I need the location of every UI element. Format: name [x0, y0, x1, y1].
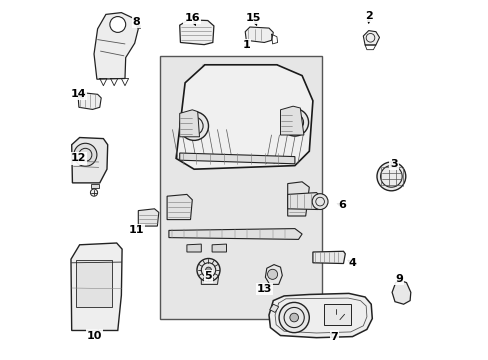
Circle shape: [74, 143, 97, 166]
Polygon shape: [265, 265, 282, 284]
Circle shape: [376, 162, 405, 191]
Polygon shape: [94, 13, 138, 79]
Polygon shape: [391, 281, 410, 304]
Circle shape: [190, 122, 197, 130]
Circle shape: [90, 189, 98, 196]
Text: 14: 14: [70, 89, 86, 99]
Polygon shape: [268, 293, 371, 338]
Text: 2: 2: [364, 11, 372, 21]
Circle shape: [279, 302, 309, 333]
Polygon shape: [71, 243, 122, 330]
Polygon shape: [287, 182, 309, 216]
Text: 1: 1: [242, 40, 250, 50]
Polygon shape: [138, 209, 159, 226]
Text: 16: 16: [184, 13, 200, 23]
Polygon shape: [168, 229, 302, 239]
Circle shape: [110, 17, 125, 32]
Polygon shape: [179, 153, 294, 164]
Polygon shape: [201, 268, 219, 284]
Polygon shape: [212, 244, 226, 252]
Text: 9: 9: [395, 274, 403, 284]
Polygon shape: [186, 244, 201, 252]
Text: 7: 7: [330, 332, 338, 342]
Polygon shape: [280, 106, 303, 135]
Text: 10: 10: [86, 330, 102, 341]
Bar: [76, 260, 112, 307]
Polygon shape: [244, 27, 273, 42]
Text: 13: 13: [256, 284, 271, 294]
Polygon shape: [179, 110, 199, 137]
Polygon shape: [269, 304, 278, 312]
Polygon shape: [312, 251, 345, 264]
Polygon shape: [176, 65, 312, 169]
Polygon shape: [72, 138, 107, 183]
Polygon shape: [167, 194, 192, 220]
Polygon shape: [179, 20, 213, 45]
Bar: [160, 56, 321, 319]
Text: 15: 15: [245, 13, 261, 23]
Circle shape: [311, 194, 327, 210]
Polygon shape: [287, 193, 320, 210]
Bar: [323, 304, 350, 325]
Circle shape: [281, 109, 308, 136]
Text: 4: 4: [348, 258, 356, 268]
Circle shape: [291, 119, 298, 126]
Circle shape: [205, 267, 211, 273]
Polygon shape: [91, 184, 99, 188]
Text: 6: 6: [337, 200, 345, 210]
Polygon shape: [363, 31, 379, 45]
Polygon shape: [78, 93, 101, 109]
Circle shape: [179, 112, 208, 140]
Text: 5: 5: [204, 271, 212, 282]
Circle shape: [267, 269, 277, 279]
Circle shape: [289, 313, 298, 322]
Text: 3: 3: [389, 159, 397, 169]
Text: 8: 8: [132, 17, 140, 27]
Circle shape: [197, 258, 220, 282]
Text: 11: 11: [128, 225, 144, 235]
Text: 12: 12: [70, 153, 86, 163]
